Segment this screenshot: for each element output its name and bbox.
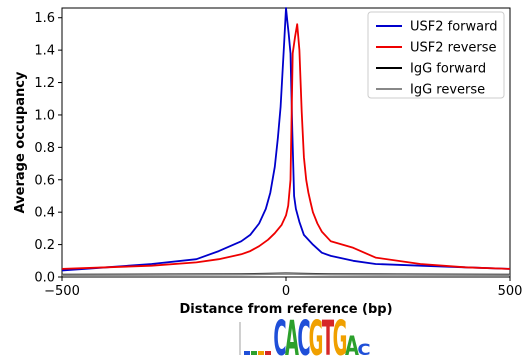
y-tick-label: 1.0	[34, 108, 55, 123]
y-tick-label: 0.0	[34, 271, 55, 286]
legend-entry: IgG forward	[410, 62, 486, 77]
motif-minor-letter	[265, 351, 271, 355]
x-tick-label: 0	[282, 284, 290, 299]
motif-letter-c: C	[297, 310, 310, 360]
legend-box	[367, 11, 505, 99]
y-axis-title: Average occupancy	[13, 71, 28, 213]
legend-entry: IgG reverse	[410, 83, 485, 98]
motif-letter-c: C	[357, 341, 370, 360]
legend-entry: USF2 reverse	[410, 41, 497, 56]
y-tick-label: 0.6	[34, 173, 55, 188]
motif-letter-g: G	[309, 310, 324, 360]
series-line-usf2-reverse	[61, 23, 511, 270]
motif-letter-t: T	[322, 310, 334, 360]
x-tick-label: 500	[498, 284, 523, 299]
y-axis-ticks: 0.0 0.2 0.4 0.6 0.8 1.0 1.2 1.4 1.6	[34, 11, 62, 286]
y-tick-label: 1.2	[34, 76, 55, 91]
y-tick-label: 0.2	[34, 238, 55, 253]
y-tick-label: 1.4	[34, 44, 55, 59]
series-layer	[61, 7, 511, 277]
motif-letter-a: A	[285, 310, 299, 360]
motif-letter-a: A	[345, 332, 359, 360]
y-tick-label: 1.6	[34, 11, 55, 26]
motif-minor-letter	[244, 351, 250, 355]
motif-minor-letter	[251, 351, 257, 355]
motif-minor-letter	[258, 351, 264, 355]
motif-letter-g: G	[333, 310, 348, 360]
legend-entry: USF2 forward	[410, 20, 498, 35]
series-line-igg-reverse	[61, 272, 511, 277]
motif-letter-c: C	[273, 310, 286, 360]
y-tick-label: 0.4	[34, 206, 55, 221]
series-line-usf2-forward	[61, 7, 511, 272]
x-tick-label: −500	[44, 284, 80, 299]
legend: USF2 forward USF2 reverse IgG forward IgG r…	[367, 11, 505, 99]
x-axis-title: Distance from reference (bp)	[179, 302, 392, 317]
y-tick-label: 0.8	[34, 141, 55, 156]
x-axis-ticks: −500 0 500	[44, 277, 522, 299]
